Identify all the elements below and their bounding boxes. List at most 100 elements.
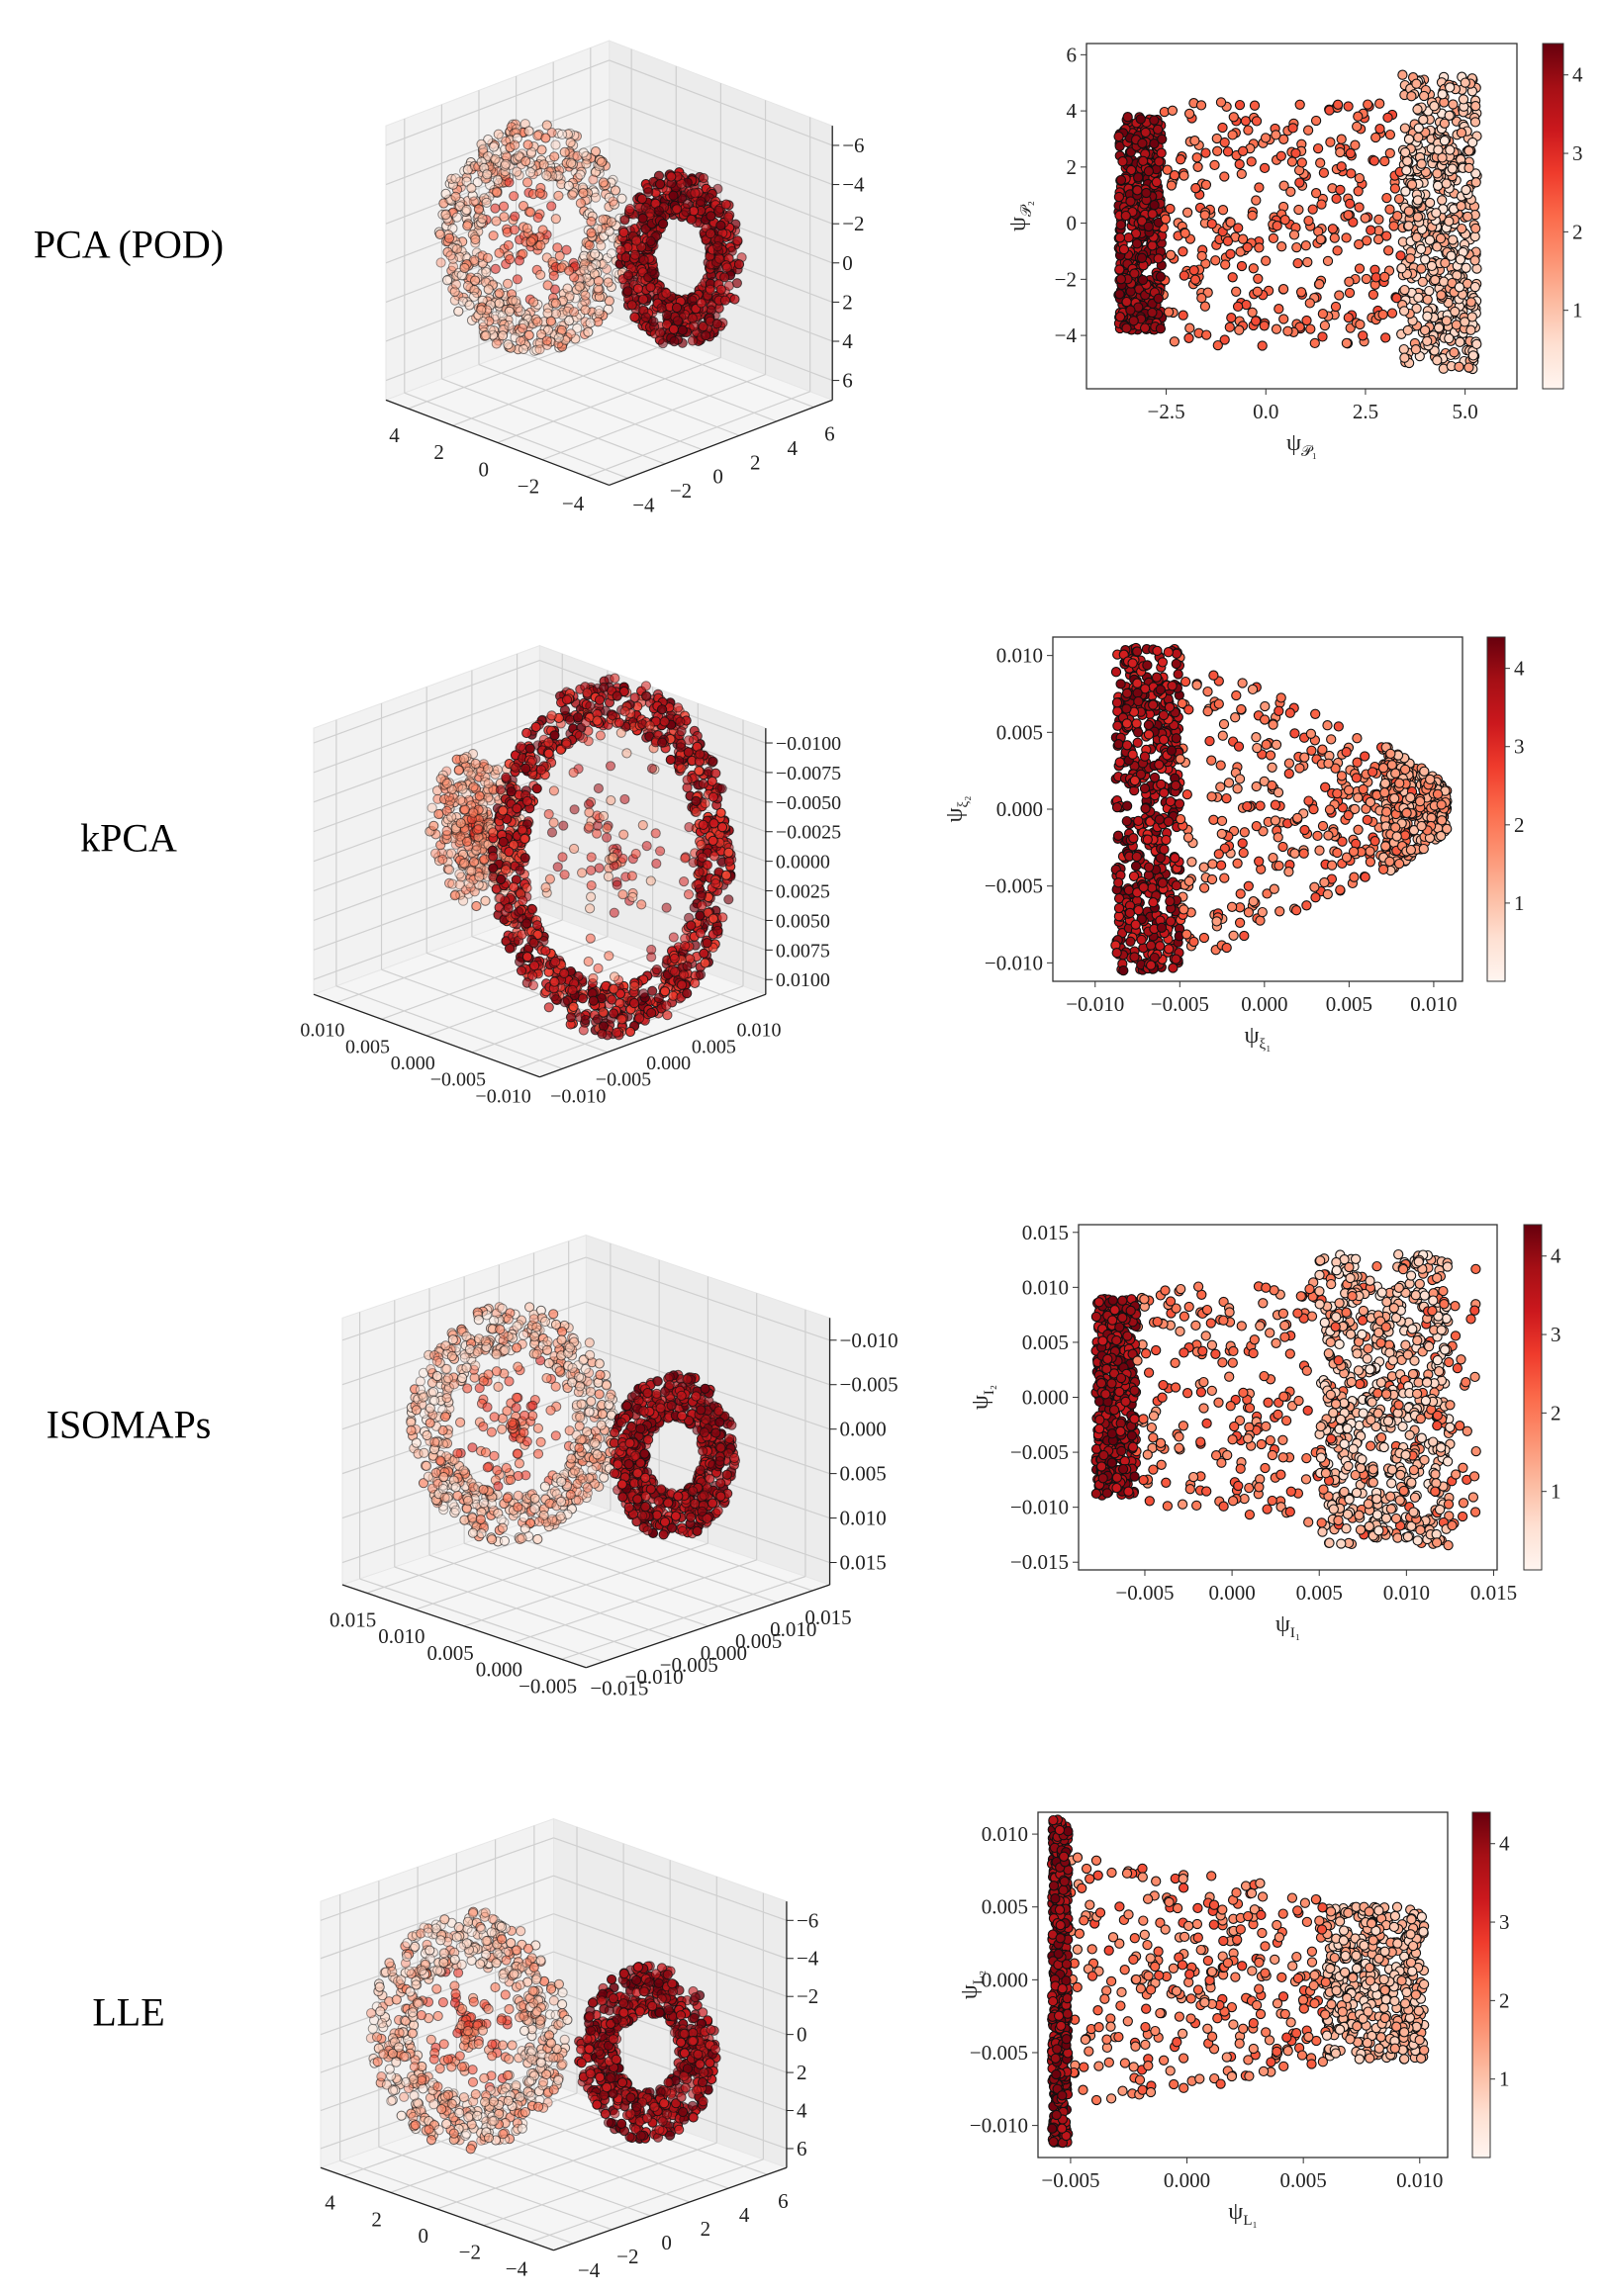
scatter-point: [1432, 180, 1444, 191]
scatter-point: [1182, 832, 1194, 843]
z-tick-label: −6: [842, 134, 864, 157]
scatter-point: [476, 305, 487, 316]
scatter-point: [1433, 322, 1445, 333]
scatter-point: [613, 717, 625, 728]
scatter-point: [1374, 98, 1385, 109]
scatter-point: [705, 284, 715, 295]
scatter-point: [696, 890, 707, 901]
scatter-point: [449, 890, 460, 901]
scatter-point: [1140, 127, 1151, 138]
scatter-point: [466, 183, 477, 194]
scatter-plot-3d: −0.0100−0.0075−0.0050−0.00250.00000.0025…: [300, 644, 841, 1107]
scatter-point: [1426, 260, 1438, 272]
scatter-point: [1195, 100, 1207, 111]
scatter-point: [1336, 161, 1347, 172]
scatter-point: [1226, 313, 1237, 323]
scatter-point: [572, 322, 583, 333]
scatter-point: [629, 692, 640, 703]
scatter-point: [666, 171, 677, 182]
scatter-point: [696, 839, 707, 851]
scatter-point: [470, 275, 481, 286]
scatter-point: [645, 875, 656, 886]
scatter-point: [518, 895, 528, 906]
scatter-point: [474, 872, 485, 882]
scatter-point: [1399, 352, 1410, 363]
scatter-point: [522, 139, 533, 150]
scatter-point: [1318, 167, 1330, 178]
scatter-point: [603, 872, 614, 882]
scatter-point: [1403, 206, 1415, 217]
scatter-point: [720, 199, 731, 210]
scatter-point: [1251, 195, 1262, 206]
scatter-point: [1118, 964, 1129, 976]
scatter-point: [1446, 250, 1457, 261]
scatter-point: [1189, 136, 1200, 146]
scatter-point: [655, 846, 666, 857]
y-tick-label: 0: [1067, 212, 1078, 235]
scatter-point: [1207, 859, 1218, 870]
scatter-point: [1444, 332, 1455, 344]
row-label-pca: PCA (POD): [33, 222, 225, 267]
scatter-point: [1268, 232, 1279, 244]
grid-line: [497, 356, 721, 443]
scatter-point: [646, 1007, 657, 1019]
scatter-point: [594, 306, 605, 317]
scatter-point: [1460, 77, 1470, 88]
scatter-point: [1282, 325, 1293, 336]
scatter-point: [582, 688, 593, 698]
scatter-point: [468, 807, 479, 818]
scatter-point: [1335, 184, 1346, 196]
scatter-point: [697, 852, 708, 863]
scatter-point: [1439, 136, 1451, 146]
scatter-point: [598, 214, 609, 225]
scatter-point: [608, 196, 618, 207]
scatter-point: [655, 327, 666, 338]
scatter-point: [715, 807, 726, 818]
scatter-point: [1199, 301, 1211, 312]
scatter-point: [526, 755, 538, 767]
scatter-point: [553, 332, 564, 343]
scatter-point: [1416, 158, 1427, 169]
scatter-point: [574, 281, 585, 292]
scatter-point: [1319, 320, 1331, 331]
scatter-point: [546, 201, 557, 212]
scatter-point: [1190, 183, 1201, 194]
scatter-point: [461, 205, 472, 216]
scatter-point: [696, 196, 707, 207]
scatter-point: [585, 903, 596, 914]
scatter-point: [1345, 147, 1356, 159]
scatter-point: [702, 938, 712, 949]
scatter-point: [451, 212, 462, 223]
scatter-point: [543, 748, 554, 759]
scatter-point: [440, 188, 451, 199]
scatter-point: [1386, 308, 1398, 319]
scatter-point: [592, 715, 603, 726]
scatter-point: [1234, 917, 1246, 928]
scatter-point: [618, 829, 629, 840]
scatter-point: [1114, 289, 1125, 300]
right-axis-line: [609, 399, 833, 487]
scatter-point: [593, 782, 605, 794]
colorbar-tick-label: 3: [1572, 141, 1583, 165]
scatter-point: [1336, 134, 1347, 144]
scatter-point: [528, 297, 539, 308]
scatter-point: [1381, 192, 1392, 204]
scatter-point: [585, 933, 596, 944]
scatter-point: [434, 229, 445, 239]
scatter-point: [1236, 168, 1247, 180]
scatter-point: [428, 820, 439, 831]
scatter-point: [1248, 263, 1259, 274]
scatter-point: [1412, 195, 1424, 206]
scatter-point: [1417, 276, 1428, 288]
scatter-point: [732, 235, 743, 246]
scatter-point: [1469, 117, 1481, 128]
scatter-point: [1325, 137, 1336, 147]
scatter-point: [618, 227, 629, 238]
scatter-point: [503, 339, 514, 350]
right-axis-tick-label: 0: [712, 465, 723, 489]
scatter-point: [1237, 145, 1249, 156]
scatter-point: [1352, 757, 1363, 768]
scatter-point: [1296, 157, 1307, 168]
scatter-point: [1406, 179, 1418, 190]
